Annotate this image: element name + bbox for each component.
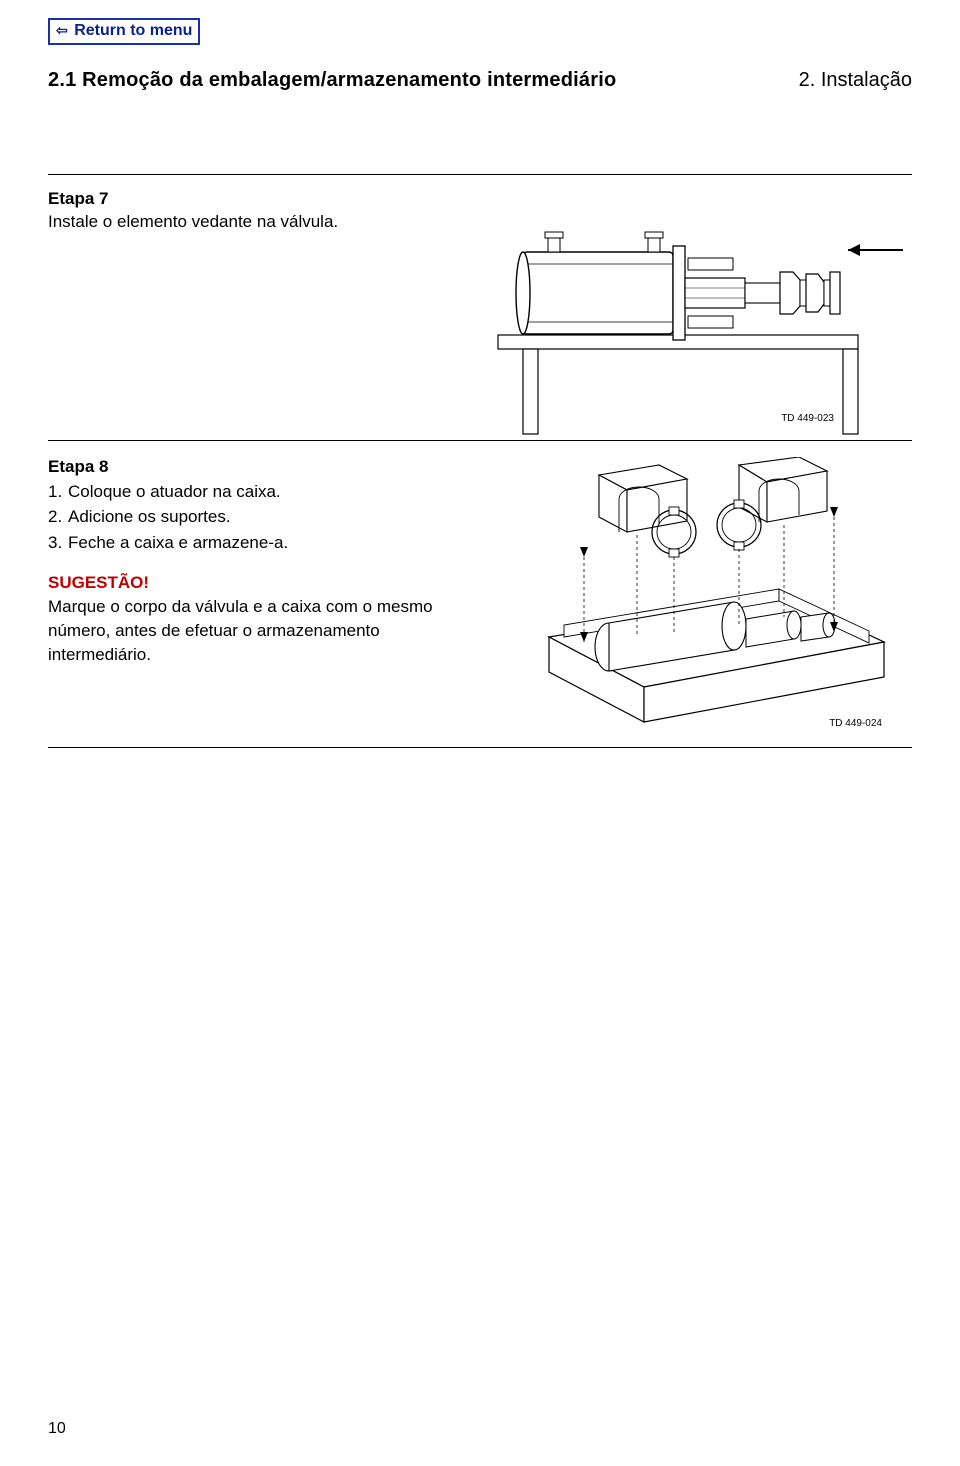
divider bbox=[48, 174, 912, 175]
divider bbox=[48, 440, 912, 441]
etapa-8-figure-ref: TD 449-024 bbox=[829, 718, 882, 729]
page-number: 10 bbox=[48, 1420, 66, 1438]
page-header: 2.1 Remoção da embalagem/armazenamento i… bbox=[48, 69, 912, 92]
section-title: 2.1 Remoção da embalagem/armazenamento i… bbox=[48, 69, 616, 92]
return-to-menu-label: Return to menu bbox=[74, 22, 192, 39]
etapa-7-figure-ref: TD 449-023 bbox=[781, 413, 834, 424]
etapa-8-block: Etapa 8 1.Coloque o atuador na caixa. 2.… bbox=[48, 457, 912, 737]
list-item: 1.Coloque o atuador na caixa. bbox=[48, 479, 471, 505]
etapa-8-figure: TD 449-024 bbox=[489, 457, 912, 737]
tip-label: SUGESTÃO! bbox=[48, 573, 471, 593]
list-item: 2.Adicione os suportes. bbox=[48, 504, 471, 530]
etapa-8-title: Etapa 8 bbox=[48, 457, 471, 477]
etapa-7-figure: TD 449-023 bbox=[48, 180, 912, 440]
tip-text: Marque o corpo da válvula e a caixa com … bbox=[48, 595, 471, 666]
divider bbox=[48, 747, 912, 748]
return-to-menu-button[interactable]: ⇦ Return to menu bbox=[48, 18, 200, 45]
return-arrow-icon: ⇦ bbox=[56, 22, 68, 38]
etapa-8-steps: 1.Coloque o atuador na caixa. 2.Adicione… bbox=[48, 479, 471, 556]
chapter-label: 2. Instalação bbox=[799, 69, 912, 92]
list-item: 3.Feche a caixa e armazene-a. bbox=[48, 530, 471, 556]
